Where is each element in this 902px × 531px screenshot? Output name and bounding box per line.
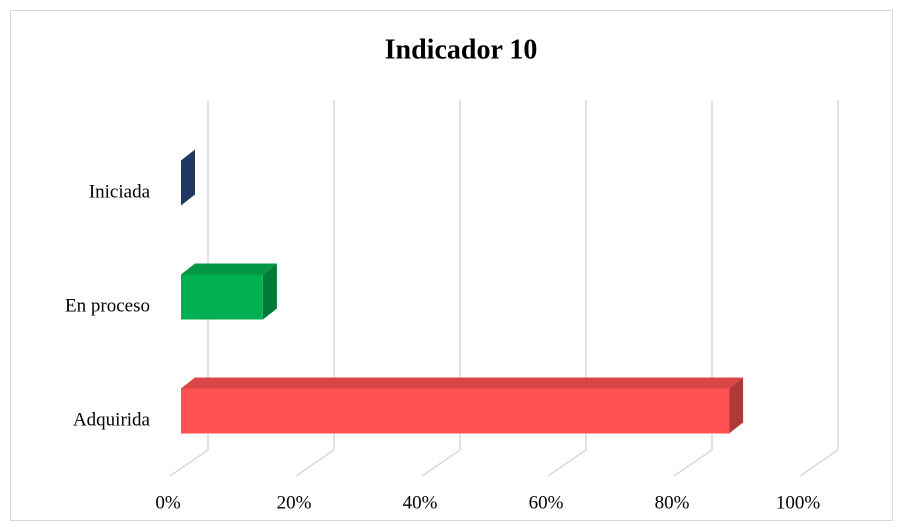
y-tick-label: Adquirida	[73, 409, 151, 430]
chart-title: Indicador 10	[385, 34, 538, 65]
bar-side	[181, 149, 195, 206]
bar-top	[181, 263, 277, 275]
bar	[181, 274, 263, 320]
bar-side	[262, 263, 277, 320]
grid-line	[295, 100, 335, 477]
x-tick-label: 20%	[277, 492, 312, 513]
x-tick-label: 40%	[403, 492, 438, 513]
bar-side	[729, 377, 744, 434]
bar-top	[181, 377, 744, 389]
y-tick-label: En proceso	[65, 295, 150, 316]
x-tick-label: 80%	[655, 492, 690, 513]
x-tick-label: 100%	[776, 492, 821, 513]
grid-line	[547, 100, 587, 477]
grid-line	[799, 100, 839, 477]
grid-line	[169, 100, 209, 477]
chart-frame	[10, 10, 893, 521]
x-tick-label: 0%	[155, 492, 181, 513]
bar	[181, 388, 730, 434]
y-tick-label: Iniciada	[89, 181, 151, 202]
x-tick-label: 60%	[529, 492, 564, 513]
grid-line	[421, 100, 461, 477]
grid-line	[673, 100, 713, 477]
